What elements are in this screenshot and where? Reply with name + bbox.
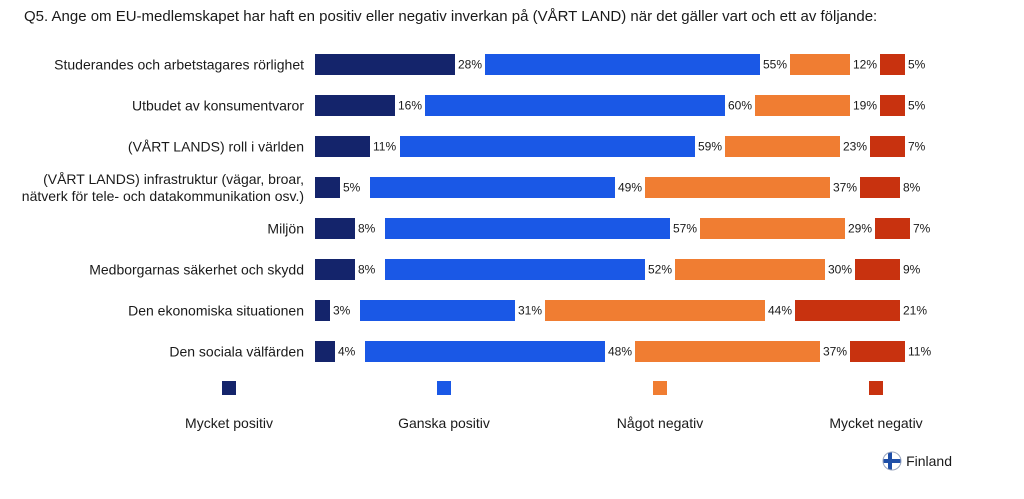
bar-mycket-negativ	[855, 259, 900, 280]
bar-ganska-positiv	[365, 341, 605, 362]
category-label-line: Den sociala välfärden	[169, 344, 304, 360]
data-label: 8%	[903, 181, 921, 195]
category-label: Den sociala välfärden	[169, 344, 304, 360]
bar-mycket-positiv	[315, 341, 335, 362]
category-label: Miljön	[267, 221, 304, 237]
category-label-line: Utbudet av konsumentvaror	[132, 98, 304, 114]
bar-ganska-positiv	[385, 218, 670, 239]
legend-label: Mycket positiv	[185, 415, 273, 431]
data-label: 12%	[853, 58, 877, 72]
bar-ganska-positiv	[370, 177, 615, 198]
bar-ganska-positiv	[425, 95, 725, 116]
data-label: 3%	[333, 304, 351, 318]
finland-flag-icon	[882, 451, 902, 471]
bar-n-got-negativ	[645, 177, 830, 198]
data-label: 60%	[728, 99, 752, 113]
data-label: 16%	[398, 99, 422, 113]
data-label: 19%	[853, 99, 877, 113]
bar-mycket-positiv	[315, 259, 355, 280]
category-label-line: nätverk för tele- och datakommunikation …	[22, 188, 304, 204]
bar-ganska-positiv	[400, 136, 695, 157]
bar-n-got-negativ	[725, 136, 840, 157]
category-label: Den ekonomiska situationen	[128, 303, 304, 319]
data-label: 52%	[648, 263, 672, 277]
category-label: Utbudet av konsumentvaror	[132, 98, 304, 114]
legend-swatch	[869, 381, 883, 395]
legend-label: Mycket negativ	[829, 415, 922, 431]
data-label: 37%	[823, 345, 847, 359]
bar-n-got-negativ	[700, 218, 845, 239]
bar-mycket-negativ	[850, 341, 905, 362]
category-label: (VÅRT LANDS) roll i världen	[128, 139, 304, 155]
country-indicator: Finland	[882, 451, 952, 471]
data-label: 7%	[913, 222, 931, 236]
bar-n-got-negativ	[635, 341, 820, 362]
data-label: 44%	[768, 304, 792, 318]
data-label: 49%	[618, 181, 642, 195]
data-label: 31%	[518, 304, 542, 318]
data-label: 29%	[848, 222, 872, 236]
data-label: 55%	[763, 58, 787, 72]
category-label-line: Studerandes och arbetstagares rörlighet	[54, 57, 304, 73]
bar-mycket-negativ	[860, 177, 900, 198]
data-label: 5%	[908, 99, 926, 113]
bar-mycket-negativ	[880, 95, 905, 116]
data-label: 5%	[908, 58, 926, 72]
bar-mycket-negativ	[880, 54, 905, 75]
category-label-line: Den ekonomiska situationen	[128, 303, 304, 319]
legend-swatch	[437, 381, 451, 395]
bar-ganska-positiv	[485, 54, 760, 75]
bar-n-got-negativ	[675, 259, 825, 280]
legend-swatch	[653, 381, 667, 395]
bar-mycket-negativ	[875, 218, 910, 239]
category-label-line: (VÅRT LANDS) roll i världen	[128, 139, 304, 155]
bar-mycket-positiv	[315, 300, 330, 321]
bar-mycket-negativ	[870, 136, 905, 157]
bar-mycket-positiv	[315, 177, 340, 198]
bar-mycket-positiv	[315, 95, 395, 116]
data-label: 8%	[358, 263, 376, 277]
data-label: 11%	[908, 345, 931, 359]
data-label: 7%	[908, 140, 926, 154]
data-label: 59%	[698, 140, 722, 154]
data-label: 37%	[833, 181, 857, 195]
bar-mycket-negativ	[795, 300, 900, 321]
data-label: 5%	[343, 181, 361, 195]
question-title: Q5. Ange om EU-medlemskapet har haft en …	[24, 8, 878, 25]
bar-ganska-positiv	[360, 300, 515, 321]
bar-ganska-positiv	[385, 259, 645, 280]
data-label: 9%	[903, 263, 921, 277]
bar-n-got-negativ	[790, 54, 850, 75]
bar-n-got-negativ	[545, 300, 765, 321]
data-label: 57%	[673, 222, 697, 236]
data-label: 8%	[358, 222, 376, 236]
bar-mycket-positiv	[315, 54, 455, 75]
data-label: 23%	[843, 140, 867, 154]
bar-n-got-negativ	[755, 95, 850, 116]
category-label: Studerandes och arbetstagares rörlighet	[54, 57, 304, 73]
bar-mycket-positiv	[315, 136, 370, 157]
data-label: 28%	[458, 58, 482, 72]
data-label: 48%	[608, 345, 632, 359]
bar-mycket-positiv	[315, 218, 355, 239]
legend-label: Något negativ	[617, 415, 703, 431]
category-label: Medborgarnas säkerhet och skydd	[89, 262, 304, 278]
data-label: 4%	[338, 345, 356, 359]
data-label: 11%	[373, 140, 396, 154]
data-label: 21%	[903, 304, 927, 318]
legend-label: Ganska positiv	[398, 415, 490, 431]
country-label: Finland	[906, 453, 952, 469]
category-label: (VÅRT LANDS) infrastruktur (vägar, broar…	[22, 171, 304, 204]
legend-swatch	[222, 381, 236, 395]
category-label-line: Miljön	[267, 221, 304, 237]
category-label-line: (VÅRT LANDS) infrastruktur (vägar, broar…	[43, 171, 304, 187]
category-label-line: Medborgarnas säkerhet och skydd	[89, 262, 304, 278]
data-label: 30%	[828, 263, 852, 277]
